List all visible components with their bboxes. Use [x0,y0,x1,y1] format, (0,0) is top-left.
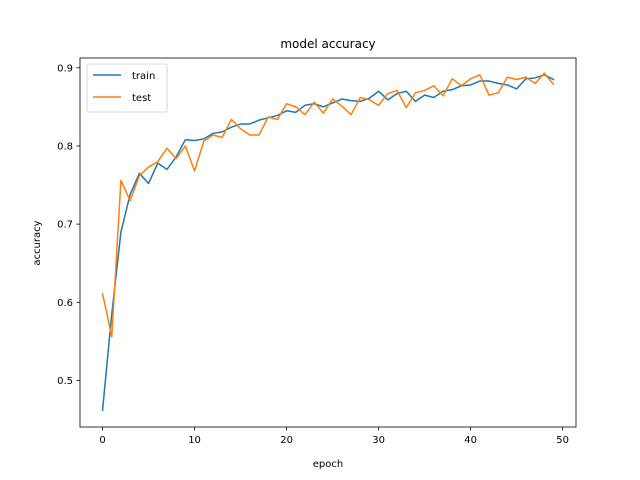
x-tick-label: 40 [464,435,477,446]
x-tick-label: 10 [188,435,201,446]
y-axis-label: accuracy [32,220,43,265]
axes-frame [79,57,577,428]
x-tick-label: 0 [99,435,105,446]
legend-label-train: train [132,71,155,82]
legend-box [86,63,168,113]
y-tick-label: 0.8 [57,141,73,152]
x-tick-label: 50 [556,435,569,446]
legend-label-test: test [132,93,151,104]
x-tick-label: 30 [372,435,385,446]
series-line-test [101,72,555,338]
y-tick-label: 0.5 [57,376,73,387]
plot-layer: 0 10 20 30 40 50 0.5 0.6 0.7 0.8 0.9 train test [57,57,577,446]
chart-title: model accuracy [280,37,375,51]
y-tick-label: 0.9 [57,63,73,74]
y-tick-label: 0.7 [57,220,73,231]
x-axis-label: epoch [313,459,343,470]
x-tick-label: 20 [280,435,293,446]
y-tick-label: 0.6 [57,298,73,309]
